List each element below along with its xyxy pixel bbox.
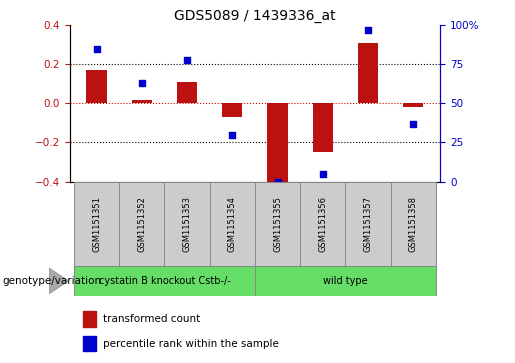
Text: GSM1151351: GSM1151351 [92, 196, 101, 252]
Point [183, 57, 191, 63]
Text: GSM1151356: GSM1151356 [318, 196, 327, 252]
Point [228, 132, 236, 138]
Point [364, 27, 372, 33]
Bar [132, 99, 152, 103]
Bar [87, 70, 107, 103]
Bar [83, 336, 96, 351]
FancyBboxPatch shape [164, 182, 210, 267]
FancyBboxPatch shape [346, 182, 390, 267]
Text: GSM1151358: GSM1151358 [409, 196, 418, 252]
FancyBboxPatch shape [74, 182, 119, 267]
Text: percentile rank within the sample: percentile rank within the sample [103, 339, 279, 348]
FancyBboxPatch shape [300, 182, 346, 267]
FancyBboxPatch shape [210, 182, 255, 267]
Bar [177, 82, 197, 103]
FancyBboxPatch shape [119, 182, 164, 267]
Bar [222, 103, 243, 117]
Text: wild type: wild type [323, 276, 368, 286]
FancyBboxPatch shape [74, 266, 255, 296]
Text: GSM1151357: GSM1151357 [364, 196, 372, 252]
Bar [83, 311, 96, 327]
Bar [267, 103, 288, 183]
Text: transformed count: transformed count [103, 314, 200, 324]
Point [273, 179, 282, 184]
FancyBboxPatch shape [255, 266, 436, 296]
Point [138, 80, 146, 86]
Bar [403, 103, 423, 107]
Text: genotype/variation: genotype/variation [3, 276, 101, 286]
Title: GDS5089 / 1439336_at: GDS5089 / 1439336_at [174, 9, 336, 23]
Bar [313, 103, 333, 152]
Text: cystatin B knockout Cstb-/-: cystatin B knockout Cstb-/- [98, 276, 230, 286]
Point [319, 171, 327, 177]
Polygon shape [49, 268, 68, 294]
Point [409, 121, 417, 127]
Text: GSM1151354: GSM1151354 [228, 196, 237, 252]
Point [93, 46, 101, 52]
Text: GSM1151355: GSM1151355 [273, 196, 282, 252]
Text: GSM1151353: GSM1151353 [183, 196, 192, 252]
FancyBboxPatch shape [390, 182, 436, 267]
Bar [358, 43, 378, 103]
Text: GSM1151352: GSM1151352 [138, 196, 146, 252]
FancyBboxPatch shape [255, 182, 300, 267]
